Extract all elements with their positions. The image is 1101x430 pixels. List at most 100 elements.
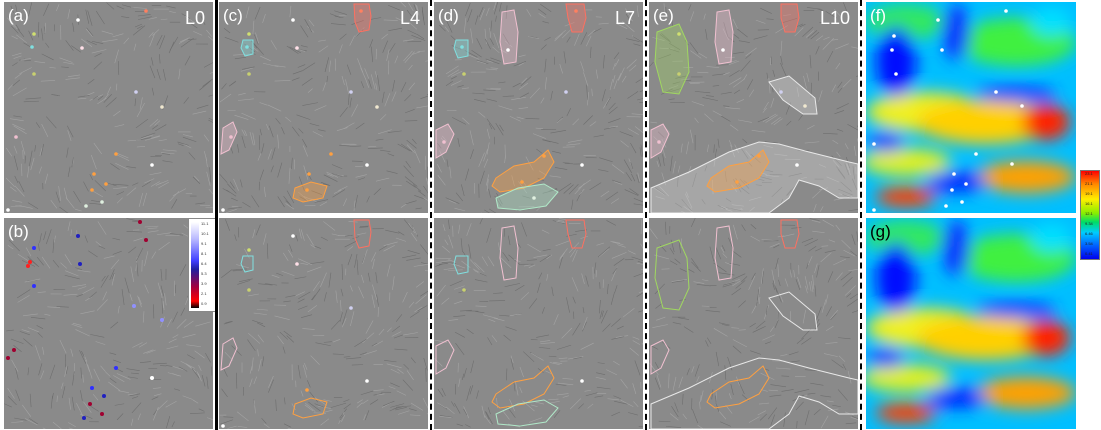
- critical-point: [90, 386, 94, 390]
- texture-streak: [390, 382, 400, 388]
- texture-streak: [70, 348, 74, 357]
- texture-streak: [148, 32, 154, 38]
- texture-streak: [721, 324, 729, 327]
- texture-streak: [769, 173, 783, 176]
- texture-streak: [463, 17, 467, 33]
- texture-streak: [834, 110, 845, 115]
- texture-streak: [184, 15, 196, 24]
- texture-streak: [421, 6, 425, 21]
- texture-streak: [234, 114, 249, 120]
- texture-streak: [612, 267, 618, 275]
- texture-streak: [7, 388, 15, 399]
- texture-streak: [309, 391, 319, 403]
- texture-streak: [614, 59, 620, 67]
- texture-streak: [354, 253, 358, 268]
- texture-streak: [725, 198, 732, 202]
- texture-streak: [683, 326, 694, 333]
- critical-point: [114, 366, 118, 370]
- texture-streak: [160, 285, 165, 297]
- texture-streak: [281, 270, 295, 277]
- texture-streak: [450, 35, 456, 41]
- texture-streak: [652, 37, 665, 42]
- region-pink: [650, 339, 670, 375]
- texture-streak: [758, 296, 761, 305]
- texture-streak: [448, 234, 454, 249]
- texture-streak: [350, 311, 355, 327]
- texture-streak: [720, 246, 725, 253]
- texture-streak: [156, 232, 172, 236]
- texture-streak: [387, 327, 392, 333]
- texture-streak: [741, 224, 746, 232]
- texture-streak: [388, 386, 396, 389]
- region-mint: [495, 183, 559, 211]
- texture-streak: [40, 80, 56, 82]
- texture-streak: [584, 389, 592, 392]
- texture-streak: [820, 395, 832, 398]
- texture-streak: [554, 33, 563, 42]
- texture-streak: [682, 413, 687, 420]
- texture-streak: [512, 82, 521, 88]
- panel-label: (e): [653, 6, 674, 25]
- texture-streak: [594, 395, 604, 398]
- texture-streak: [723, 22, 729, 37]
- texture-streak: [274, 80, 291, 82]
- texture-streak: [449, 166, 452, 179]
- region-pink: [435, 339, 455, 375]
- critical-point: [892, 34, 896, 38]
- texture-streak: [549, 175, 561, 178]
- texture-streak: [435, 260, 450, 264]
- texture-streak: [474, 15, 479, 25]
- texture-streak: [571, 199, 574, 210]
- texture-streak: [465, 424, 471, 428]
- texture-streak: [130, 266, 135, 283]
- texture-streak: [12, 123, 25, 131]
- texture-streak: [731, 327, 740, 329]
- texture-streak: [552, 220, 566, 225]
- texture-streak: [131, 372, 139, 375]
- texture-streak: [613, 52, 620, 60]
- legend-gradient: [191, 222, 199, 308]
- critical-point: [960, 200, 964, 204]
- texture-streak: [313, 412, 326, 414]
- texture-streak: [341, 75, 345, 86]
- texture-streak: [538, 347, 551, 349]
- texture-streak: [728, 140, 733, 148]
- region-white: [768, 291, 818, 331]
- texture-streak: [849, 293, 858, 300]
- texture-streak: [826, 50, 834, 63]
- texture-streak: [113, 359, 121, 363]
- texture-streak: [652, 324, 668, 329]
- region-orange: [292, 397, 328, 419]
- texture-streak: [194, 175, 200, 182]
- region-orange: [706, 365, 770, 409]
- texture-streak: [224, 37, 239, 43]
- flow-texture: [649, 2, 858, 213]
- texture-streak: [597, 246, 611, 258]
- texture-streak: [420, 290, 428, 297]
- critical-point: [359, 9, 363, 13]
- texture-streak: [113, 187, 128, 190]
- texture-streak: [362, 332, 375, 344]
- texture-streak: [237, 98, 254, 101]
- texture-streak: [231, 197, 238, 202]
- texture-streak: [162, 68, 166, 81]
- region-cyan: [453, 39, 469, 59]
- texture-streak: [690, 257, 699, 269]
- texture-streak: [339, 414, 344, 421]
- texture-streak: [674, 202, 683, 208]
- texture-streak: [266, 123, 269, 130]
- texture-streak: [620, 140, 629, 148]
- texture-streak: [116, 373, 131, 380]
- texture-streak: [124, 277, 130, 294]
- texture-streak: [609, 78, 613, 91]
- texture-streak: [412, 226, 418, 235]
- texture-streak: [811, 280, 814, 293]
- texture-streak: [722, 253, 728, 259]
- texture-streak: [249, 365, 253, 374]
- texture-streak: [341, 414, 346, 422]
- texture-streak: [258, 283, 273, 286]
- texture-streak: [331, 23, 346, 26]
- texture-streak: [408, 301, 415, 308]
- texture-streak: [728, 237, 734, 250]
- texture-streak: [387, 4, 400, 11]
